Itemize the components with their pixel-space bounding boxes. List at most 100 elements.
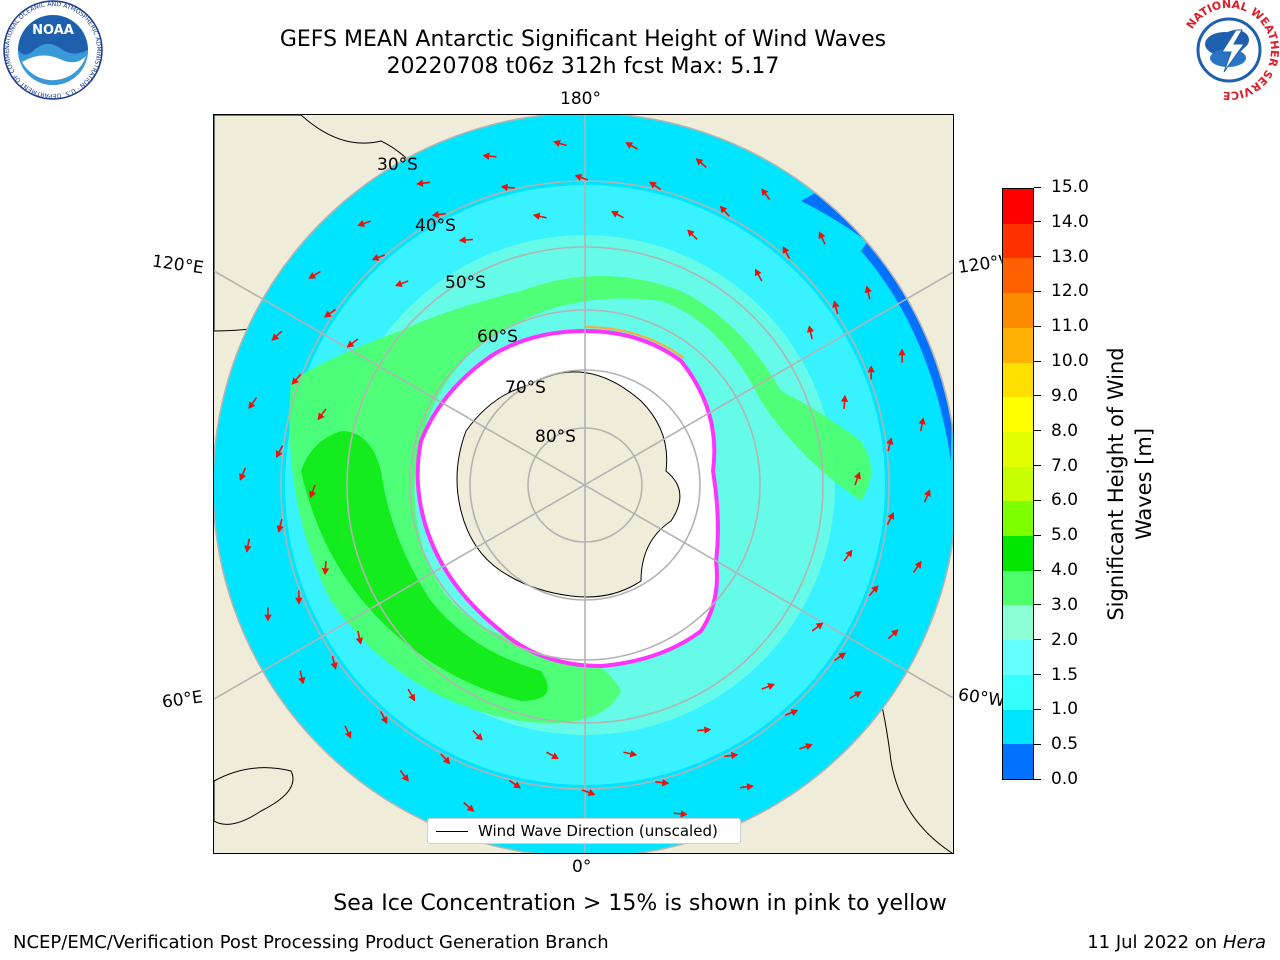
wind-arrow-head bbox=[840, 394, 849, 402]
wind-arrow-head bbox=[401, 774, 409, 782]
wind-arrow-head bbox=[298, 676, 306, 685]
wind-arrow-head bbox=[248, 401, 256, 410]
colorbar-tick: 12.0 bbox=[1034, 281, 1089, 301]
wind-arrow-head bbox=[482, 152, 490, 160]
wind-arrow-head bbox=[500, 183, 508, 192]
map-legend: Wind Wave Direction (unscaled) bbox=[427, 818, 741, 844]
wind-arrow-head bbox=[767, 683, 775, 690]
colorbar-ticks: 15.0 14.0 13.0 12.0 11.0 10.0 9.0 8.0 7.0 6.0 5.0 4… bbox=[1034, 177, 1104, 789]
svg-text:50°S: 50°S bbox=[445, 273, 486, 293]
wind-arrow-head bbox=[276, 525, 284, 533]
wind-arrow-head bbox=[886, 437, 894, 445]
wind-arrows bbox=[239, 139, 931, 831]
wind-arrow-head bbox=[871, 585, 879, 593]
colorbar-tick: 6.0 bbox=[1034, 490, 1078, 510]
wind-arrow-head bbox=[746, 783, 754, 791]
colorbar-tick: 2.0 bbox=[1034, 630, 1078, 650]
wind-arrow-head bbox=[309, 490, 317, 499]
lon-label-120w: 120°W bbox=[956, 252, 1004, 278]
colorbar-cell bbox=[1003, 466, 1033, 502]
colorbar-cell bbox=[1003, 362, 1033, 398]
colorbar-cell bbox=[1003, 327, 1033, 363]
wind-arrow-head bbox=[805, 742, 813, 750]
legend-label: Wind Wave Direction (unscaled) bbox=[478, 822, 718, 840]
wind-arrow-head bbox=[408, 693, 416, 702]
colorbar-tick: 14.0 bbox=[1034, 212, 1089, 232]
wind-arrow-head bbox=[918, 417, 926, 425]
wind-arrow-head bbox=[719, 205, 728, 214]
wind-arrow-head bbox=[321, 568, 330, 576]
wind-arrow-head bbox=[395, 280, 403, 287]
wind-arrow-head bbox=[680, 810, 688, 818]
colorbar-cell bbox=[1003, 293, 1033, 328]
wind-arrow-head bbox=[864, 285, 872, 294]
antarctic-wave-map: 30°S 40°S 50°S 60°S 70°S 80°S bbox=[214, 115, 953, 853]
noaa-logo: NATIONAL OCEANIC AND ATMOSPHERIC ADMINIS… bbox=[0, 0, 104, 100]
wind-arrow-head bbox=[330, 662, 338, 670]
wind-arrow-head bbox=[662, 778, 670, 787]
wind-arrow-head bbox=[466, 804, 475, 812]
wind-arrow-head bbox=[845, 549, 853, 558]
wind-arrow-head bbox=[687, 229, 695, 237]
colorbar-tick: 3.0 bbox=[1034, 595, 1078, 615]
colorbar-tick: 0.0 bbox=[1034, 769, 1078, 789]
wind-arrow-head bbox=[754, 268, 762, 277]
wind-arrow-head bbox=[553, 139, 561, 147]
wind-arrow-head bbox=[730, 751, 739, 760]
wind-arrow-head bbox=[923, 489, 931, 497]
wind-arrow-head bbox=[832, 300, 840, 308]
colorbar-cell bbox=[1003, 570, 1033, 606]
wind-arrow-head bbox=[914, 560, 922, 569]
colorbar-tick: 7.0 bbox=[1034, 456, 1078, 476]
wind-arrow-head bbox=[317, 412, 325, 421]
wind-arrow-head bbox=[806, 325, 815, 333]
wind-arrow-head bbox=[782, 246, 790, 254]
wind-arrow-head bbox=[295, 597, 303, 605]
colorbar-cell bbox=[1003, 189, 1033, 224]
legend-line-icon bbox=[436, 831, 468, 832]
lon-label-180: 180° bbox=[560, 89, 601, 109]
colorbar-cell bbox=[1003, 397, 1033, 432]
colorbar-tick: 4.0 bbox=[1034, 560, 1078, 580]
wind-arrow-head bbox=[458, 236, 466, 244]
colorbar-tick: 15.0 bbox=[1034, 177, 1089, 197]
wind-arrow-head bbox=[513, 781, 521, 789]
wind-arrow-head bbox=[239, 473, 247, 481]
wind-arrow-head bbox=[761, 188, 769, 196]
wind-arrow-head bbox=[838, 652, 846, 660]
wind-arrow-head bbox=[264, 614, 272, 622]
wind-arrow-head bbox=[416, 179, 424, 187]
wind-arrow-head bbox=[611, 211, 619, 218]
wind-arrow-head bbox=[898, 348, 906, 356]
wind-arrow-head bbox=[890, 629, 899, 637]
colorbar-cell bbox=[1003, 674, 1033, 710]
lon-label-120e: 120°E bbox=[150, 251, 205, 279]
colorbar-tick: 1.5 bbox=[1034, 665, 1078, 685]
wind-arrow-head bbox=[629, 750, 638, 758]
wind-arrow-head bbox=[324, 310, 332, 318]
wind-arrow-head bbox=[344, 730, 352, 739]
colorbar-cell bbox=[1003, 640, 1033, 675]
colorbar-cell bbox=[1003, 431, 1033, 467]
svg-text:30°S: 30°S bbox=[377, 155, 418, 175]
page-subtitle: 20220708 t06z 312h fcst Max: 5.17 bbox=[386, 54, 780, 79]
colorbar-tick: 9.0 bbox=[1034, 386, 1078, 406]
wind-arrow-head bbox=[357, 220, 365, 228]
lon-label-60e: 60°E bbox=[160, 687, 205, 713]
colorbar-tick: 11.0 bbox=[1034, 316, 1089, 336]
colorbar-tick: 10.0 bbox=[1034, 351, 1089, 371]
wind-arrow-head bbox=[853, 471, 861, 480]
wind-arrow-head bbox=[291, 377, 299, 385]
wind-arrow-head bbox=[818, 231, 826, 240]
wind-arrow-head bbox=[442, 756, 451, 765]
wind-arrow-head bbox=[371, 253, 380, 261]
colorbar-tick: 8.0 bbox=[1034, 421, 1078, 441]
sea-ice-note: Sea Ice Concentration > 15% is shown in … bbox=[333, 891, 947, 916]
colorbar-cell bbox=[1003, 223, 1033, 259]
colorbar-cell bbox=[1003, 258, 1033, 294]
wind-arrow-head bbox=[815, 622, 824, 630]
wind-arrow-head bbox=[532, 212, 541, 220]
svg-text:70°S: 70°S bbox=[505, 378, 546, 398]
wind-arrow-head bbox=[853, 691, 862, 698]
svg-text:80°S: 80°S bbox=[535, 427, 576, 447]
